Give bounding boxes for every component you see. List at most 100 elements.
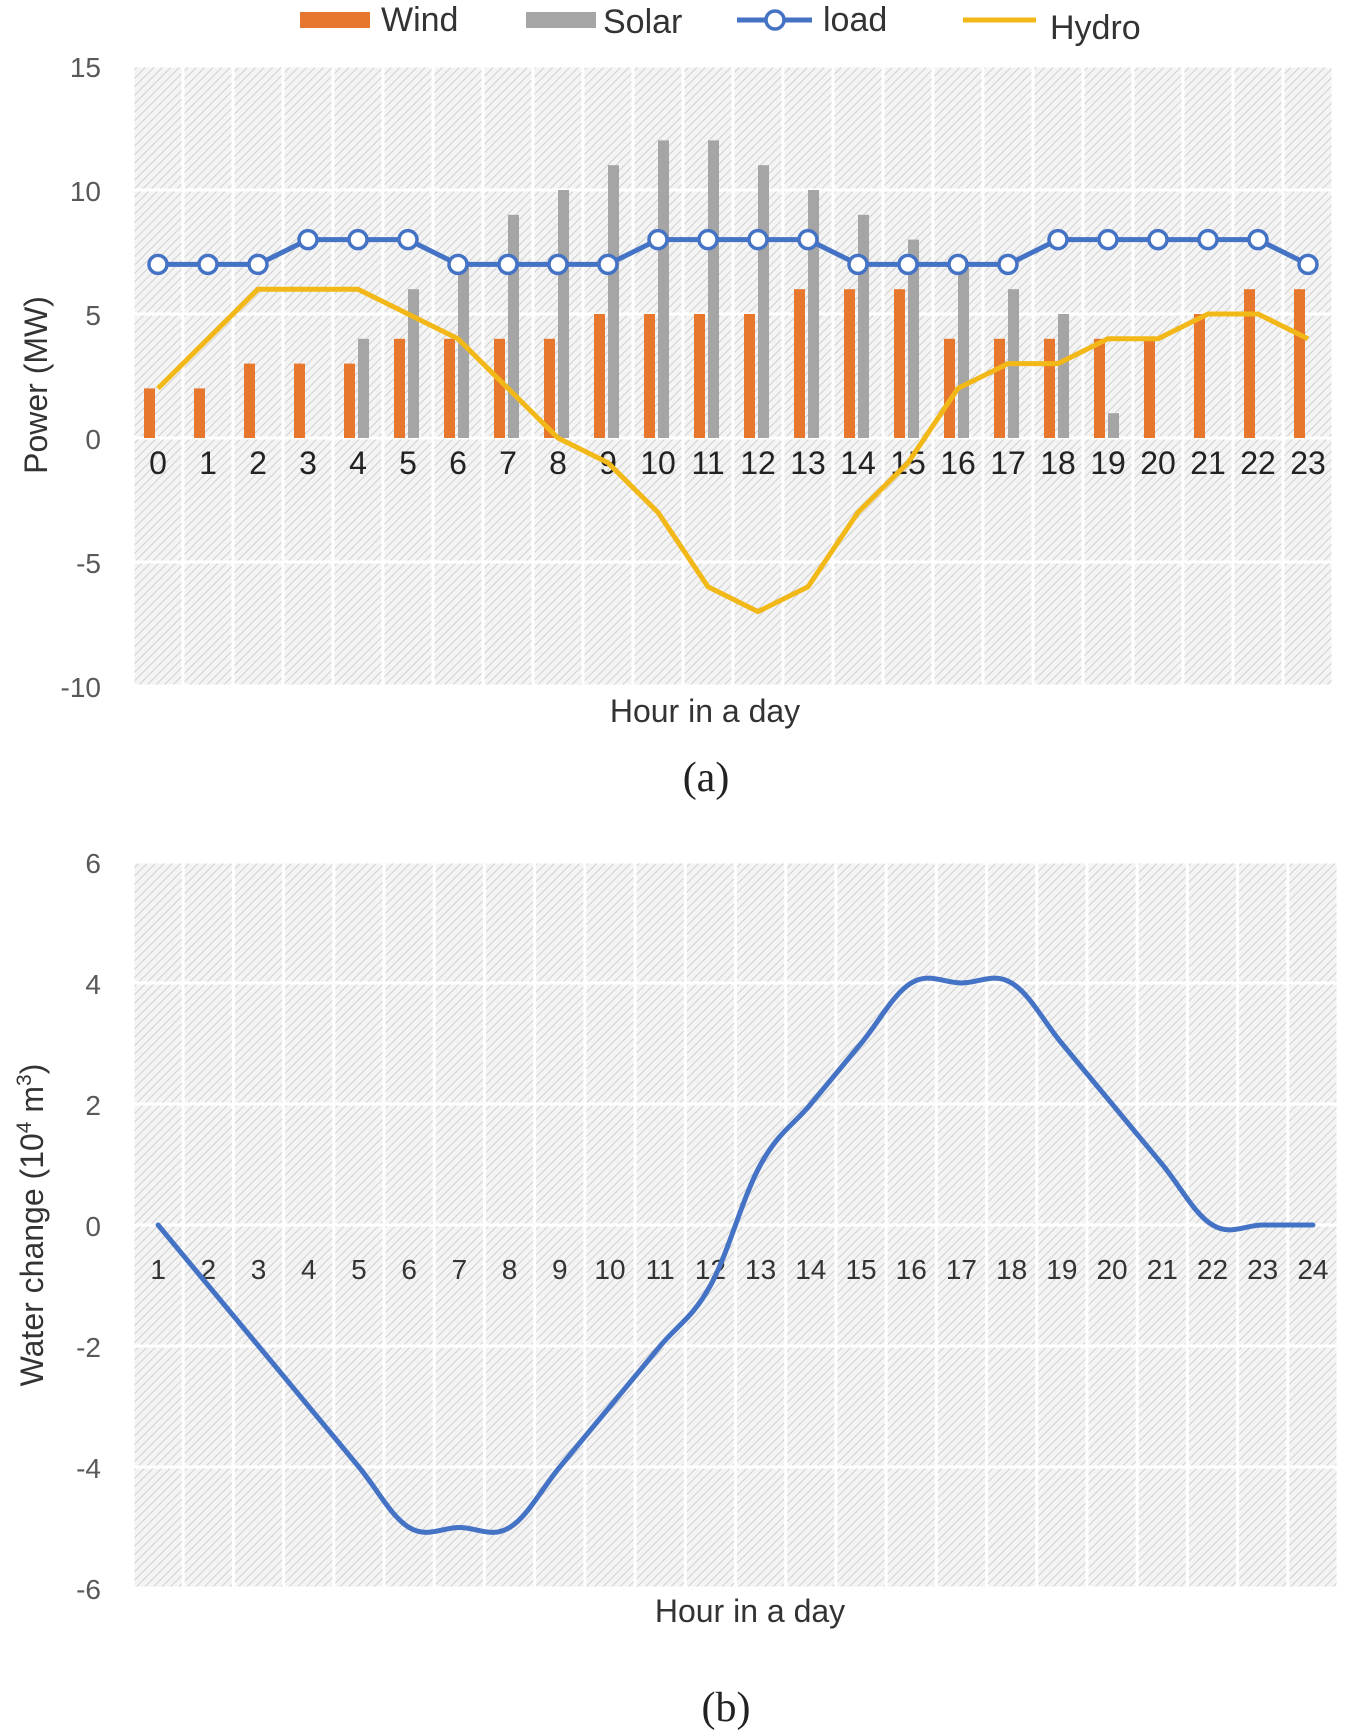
x-tick-label: 1: [150, 1254, 166, 1285]
bar-wind: [494, 338, 505, 438]
marker-load: [1097, 228, 1119, 251]
x-tick-label: 1: [199, 445, 217, 481]
marker-load: [1197, 228, 1219, 251]
x-tick-label: 7: [499, 445, 517, 481]
bar-wind: [1094, 338, 1105, 438]
bar-wind: [544, 338, 555, 438]
legend-swatch-solar: [526, 12, 596, 28]
legend-item-hydro[interactable]: Hydro: [963, 9, 1141, 47]
bar-solar: [758, 165, 769, 438]
x-tick-label: 20: [1140, 445, 1176, 481]
panel-label-b: (b): [702, 1685, 751, 1731]
x-tick-label: 21: [1190, 445, 1226, 481]
x-axis-ticks-b: 1 2 3 4 5 6 7 8 9 10 11 12 13 14 15 16 17 18 19 20 21 22 23 24: [150, 1254, 1328, 1285]
bar-solar: [908, 239, 919, 438]
bar-solar: [508, 214, 519, 438]
legend-item-solar[interactable]: Solar: [526, 3, 682, 41]
x-tick-label: 8: [549, 445, 567, 481]
marker-load: [897, 253, 919, 276]
x-tick-label: 23: [1290, 445, 1326, 481]
marker-load: [197, 253, 219, 276]
series-line-hydro: [156, 286, 1310, 615]
bar-solar: [358, 338, 369, 438]
bar-wind: [594, 314, 605, 438]
x-tick-label: 16: [940, 445, 976, 481]
x-tick-label: 24: [1297, 1254, 1328, 1285]
x-tick-label: 5: [399, 445, 417, 481]
x-tick-label: 3: [299, 445, 317, 481]
marker-load: [647, 228, 669, 251]
y-tick-label: 15: [70, 52, 101, 83]
legend-swatch-wind: [300, 12, 370, 28]
marker-load: [397, 228, 419, 251]
bar-solar: [608, 165, 619, 438]
y-tick-label: -5: [76, 548, 101, 579]
x-tick-label: 23: [1247, 1254, 1278, 1285]
y-axis-label-b: Water change (104 m3): [13, 1064, 50, 1387]
bar-wind: [444, 338, 455, 438]
bar-solar: [408, 289, 419, 438]
y-tick-label: 2: [85, 1090, 101, 1121]
x-tick-label: 12: [740, 445, 776, 481]
y-tick-label: 5: [85, 300, 101, 331]
bar-wind: [1144, 338, 1155, 438]
x-tick-label: 6: [401, 1254, 417, 1285]
x-tick-label: 9: [552, 1254, 568, 1285]
x-tick-label: 0: [149, 445, 167, 481]
x-axis-ticks-a: 0 1 2 3 4 5 6 7 8 9 10 11 12 13 14 15 16 17 18 19 20 21 22 23: [149, 445, 1326, 481]
y-axis-ticks-a: -10 -5 0 5 10 15: [61, 52, 101, 703]
bar-wind: [644, 314, 655, 438]
x-tick-label: 6: [449, 445, 467, 481]
legend-item-wind[interactable]: Wind: [300, 1, 458, 39]
y-tick-label: 6: [85, 848, 101, 879]
x-tick-label: 5: [351, 1254, 367, 1285]
marker-load: [1297, 253, 1319, 276]
x-tick-label: 4: [301, 1254, 317, 1285]
bar-solar: [1108, 413, 1119, 438]
marker-load: [947, 253, 969, 276]
marker-load: [347, 228, 369, 251]
bars-a: [144, 140, 1305, 438]
y-tick-label: 0: [85, 1211, 101, 1242]
marker-load: [997, 253, 1019, 276]
bar-solar: [808, 190, 819, 438]
marker-load: [1247, 228, 1269, 251]
marker-load: [1047, 228, 1069, 251]
x-tick-label: 17: [990, 445, 1026, 481]
bar-solar: [558, 190, 569, 438]
x-tick-label: 19: [1046, 1254, 1077, 1285]
x-tick-label: 10: [640, 445, 676, 481]
bar-wind: [1294, 289, 1305, 438]
marker-load: [847, 253, 869, 276]
marker-load: [547, 253, 569, 276]
bar-solar: [458, 264, 469, 438]
bar-wind: [844, 289, 855, 438]
y-axis-ticks-b: -6 -4 -2 0 2 4 6: [76, 848, 101, 1605]
marker-load: [147, 253, 169, 276]
bar-solar: [958, 264, 969, 438]
y-tick-label: -10: [61, 672, 101, 703]
marker-load: [1147, 228, 1169, 251]
marker-load: [497, 253, 519, 276]
bar-wind: [294, 363, 305, 438]
y-axis-label-a: Power (MW): [18, 296, 54, 474]
bar-solar: [708, 140, 719, 438]
marker-load: [597, 253, 619, 276]
gridlines-a: [131, 64, 1335, 688]
bar-solar: [1058, 314, 1069, 438]
bar-wind: [794, 289, 805, 438]
bar-wind: [1194, 314, 1205, 438]
x-tick-label: 4: [349, 445, 367, 481]
x-tick-label: 11: [646, 1254, 675, 1285]
bar-solar: [858, 214, 869, 438]
bar-wind: [1244, 289, 1255, 438]
bar-solar: [658, 140, 669, 438]
legend-item-load[interactable]: load: [737, 1, 887, 39]
x-tick-label: 14: [840, 445, 876, 481]
y-tick-label: -6: [76, 1574, 101, 1605]
x-tick-label: 11: [691, 445, 724, 481]
panel-label-a: (a): [683, 755, 730, 801]
y-tick-label: 0: [85, 424, 101, 455]
